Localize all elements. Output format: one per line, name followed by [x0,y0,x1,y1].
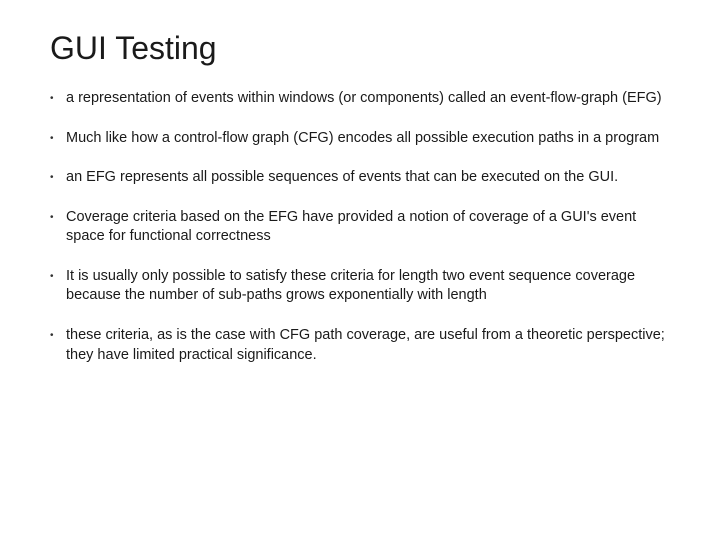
bullet-icon: • [50,208,66,227]
list-item: • an EFG represents all possible sequenc… [50,168,670,188]
bullet-list: • a representation of events within wind… [50,89,670,365]
list-item: • Coverage criteria based on the EFG hav… [50,208,670,247]
bullet-icon: • [50,129,66,148]
list-item: • Much like how a control-flow graph (CF… [50,129,670,149]
bullet-text: Much like how a control-flow graph (CFG)… [66,129,670,149]
bullet-text: these criteria, as is the case with CFG … [66,326,670,365]
list-item: • It is usually only possible to satisfy… [50,267,670,306]
bullet-icon: • [50,267,66,286]
bullet-icon: • [50,326,66,345]
bullet-text: a representation of events within window… [66,89,670,109]
slide-title: GUI Testing [50,30,670,67]
bullet-text: an EFG represents all possible sequences… [66,168,670,188]
bullet-text: It is usually only possible to satisfy t… [66,267,670,306]
list-item: • these criteria, as is the case with CF… [50,326,670,365]
bullet-icon: • [50,168,66,187]
list-item: • a representation of events within wind… [50,89,670,109]
bullet-icon: • [50,89,66,108]
bullet-text: Coverage criteria based on the EFG have … [66,208,670,247]
